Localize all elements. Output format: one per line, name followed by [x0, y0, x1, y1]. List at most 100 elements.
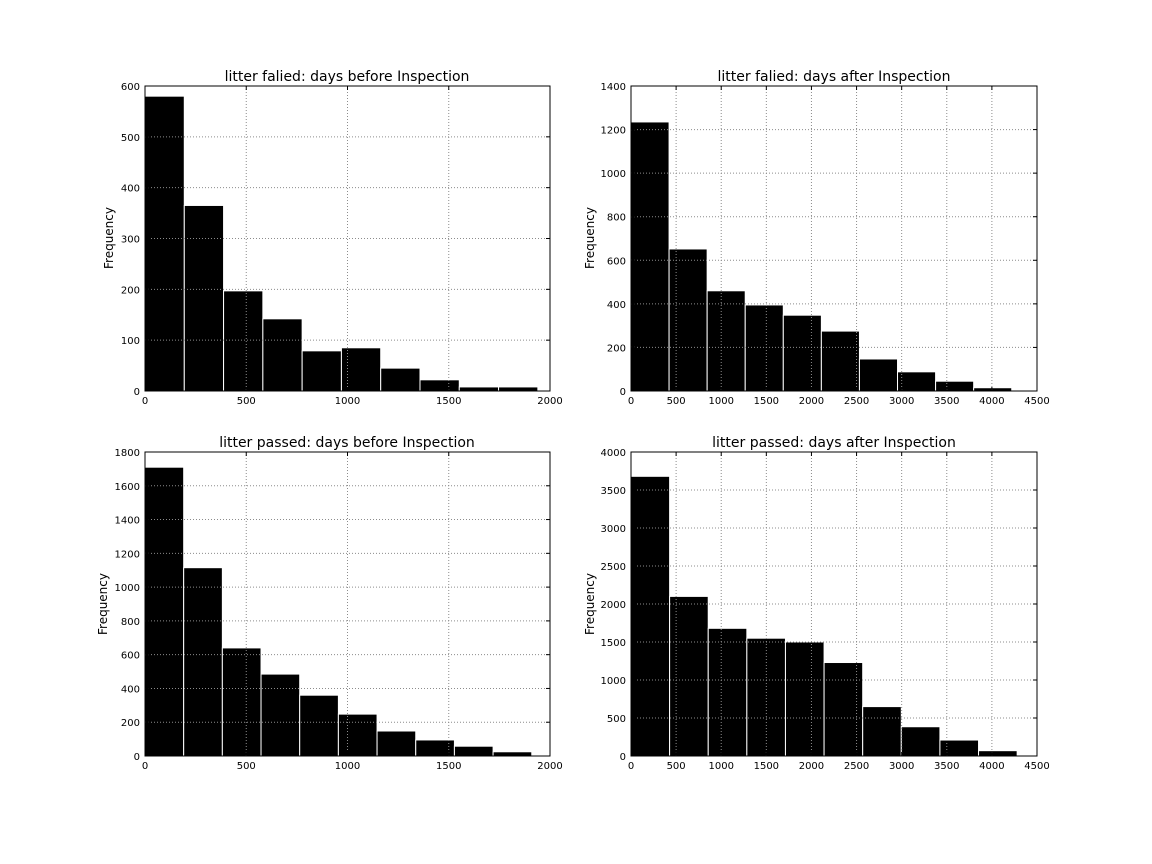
x-tick-label: 2000	[799, 396, 824, 407]
y-tick-label: 1200	[115, 549, 140, 560]
y-tick-label: 0	[620, 387, 626, 398]
x-tick-label: 1000	[708, 396, 733, 407]
x-tick-label: 1500	[754, 396, 779, 407]
x-tick-label: 0	[628, 761, 634, 772]
y-tick-label: 1400	[115, 516, 140, 527]
histogram-bar	[376, 730, 417, 757]
subplot-failed-after: litter falied: days after Inspection Fre…	[583, 69, 1050, 407]
y-tick-label: 200	[607, 343, 626, 354]
y-tick-label: 0	[134, 752, 140, 763]
x-tick-label: 2000	[537, 761, 562, 772]
x-tick-label: 1000	[708, 761, 733, 772]
subplot-title: litter passed: days before Inspection	[219, 435, 475, 451]
x-tick-label: 0	[628, 396, 634, 407]
x-tick-label: 4000	[979, 396, 1004, 407]
y-axis-label: Frequency	[102, 207, 116, 269]
y-tick-label: 100	[121, 336, 140, 347]
histogram-bar	[900, 726, 941, 757]
y-tick-label: 400	[121, 684, 140, 695]
y-axis-label: Frequency	[583, 207, 597, 269]
subplot-passed-before: litter passed: days before Inspection Fr…	[96, 435, 563, 772]
y-tick-label: 300	[121, 235, 140, 246]
y-tick-label: 1800	[115, 448, 140, 459]
histogram-bar	[823, 662, 864, 757]
y-tick-label: 800	[121, 617, 140, 628]
histogram-bar	[858, 358, 899, 392]
x-tick-label: 500	[667, 396, 686, 407]
y-tick-label: 1200	[601, 126, 626, 137]
y-tick-label: 0	[620, 752, 626, 763]
x-tick-label: 500	[237, 396, 256, 407]
y-tick-label: 600	[607, 256, 626, 267]
x-tick-label: 3000	[889, 396, 914, 407]
y-tick-label: 200	[121, 718, 140, 729]
histogram-bar	[183, 204, 225, 392]
histogram-bar	[978, 750, 1018, 757]
y-axis-label: Frequency	[583, 573, 597, 635]
y-tick-label: 3000	[601, 524, 626, 535]
x-tick-label: 500	[667, 761, 686, 772]
x-tick-label: 1500	[754, 761, 779, 772]
histogram-bar	[862, 706, 902, 757]
histogram-bar	[668, 248, 708, 392]
histogram-bar	[498, 386, 539, 392]
histogram-bar	[262, 318, 303, 392]
x-tick-label: 3500	[934, 396, 959, 407]
y-tick-label: 0	[134, 387, 140, 398]
y-tick-label: 2500	[601, 562, 626, 573]
histogram-bar	[221, 647, 262, 757]
histogram-bar	[706, 290, 746, 392]
histogram-bar	[337, 713, 378, 757]
histogram-bar	[144, 95, 185, 392]
histogram-bar	[744, 304, 784, 392]
histogram-bar	[939, 739, 980, 757]
y-tick-label: 2000	[601, 600, 626, 611]
x-tick-label: 3000	[889, 761, 914, 772]
x-tick-label: 2000	[799, 761, 824, 772]
x-tick-label: 1500	[436, 761, 461, 772]
histogram-bar	[340, 347, 382, 392]
subplot-title: litter falied: days after Inspection	[718, 69, 951, 85]
y-tick-label: 400	[121, 184, 140, 195]
y-tick-label: 400	[607, 300, 626, 311]
y-tick-label: 1000	[601, 676, 626, 687]
axes-frame	[630, 85, 1038, 392]
y-tick-label: 800	[607, 213, 626, 224]
subplot-title: litter passed: days after Inspection	[712, 435, 956, 451]
histogram-bar	[458, 386, 500, 392]
y-tick-label: 600	[121, 82, 140, 93]
y-tick-label: 4000	[601, 448, 626, 459]
subplot-title: litter falied: days before Inspection	[225, 69, 470, 85]
x-tick-label: 0	[142, 761, 148, 772]
y-tick-label: 1600	[115, 482, 140, 493]
histogram-bar	[630, 475, 671, 757]
y-tick-label: 500	[121, 133, 140, 144]
histogram-bar	[223, 290, 264, 392]
x-tick-label: 0	[142, 396, 148, 407]
x-tick-label: 2500	[844, 396, 869, 407]
y-tick-label: 200	[121, 285, 140, 296]
histogram-bar	[746, 637, 786, 757]
x-tick-label: 3500	[934, 761, 959, 772]
x-tick-label: 4500	[1024, 761, 1049, 772]
x-tick-label: 500	[237, 761, 256, 772]
histogram-bar	[144, 466, 185, 757]
y-tick-label: 1000	[115, 583, 140, 594]
x-tick-label: 1000	[335, 396, 360, 407]
histogram-bar	[782, 314, 822, 392]
histogram-bar	[630, 121, 670, 392]
histogram-bar	[784, 641, 825, 757]
histogram-bar	[492, 751, 533, 757]
x-tick-label: 2500	[844, 761, 869, 772]
subplot-failed-before: litter falied: days before Inspection Fr…	[102, 69, 563, 407]
histogram-bar	[419, 379, 460, 392]
y-tick-label: 1000	[601, 169, 626, 180]
x-tick-label: 1000	[335, 761, 360, 772]
x-tick-label: 4500	[1024, 396, 1049, 407]
x-tick-label: 1500	[436, 396, 461, 407]
histogram-bar	[299, 694, 339, 757]
histogram-bar	[301, 350, 342, 392]
histogram-bar	[897, 371, 937, 392]
y-tick-label: 600	[121, 651, 140, 662]
